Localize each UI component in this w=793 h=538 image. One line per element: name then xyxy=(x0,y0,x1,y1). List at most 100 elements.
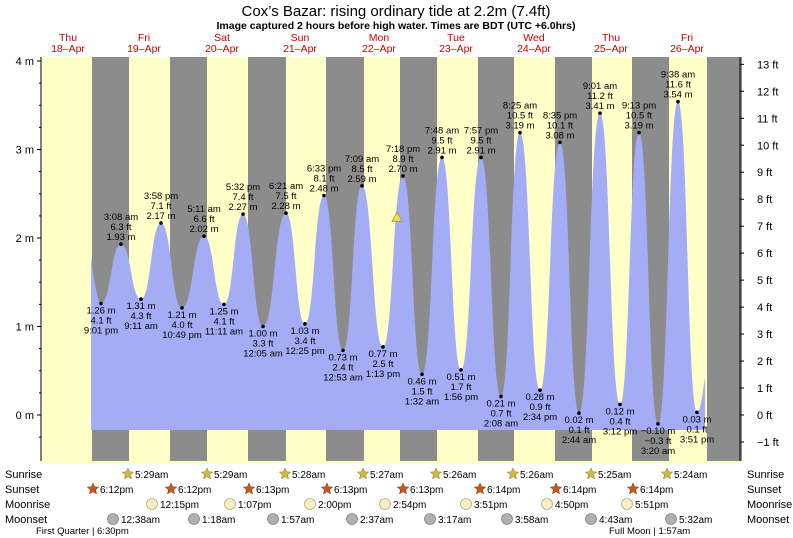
day-label-date: 23–Apr xyxy=(439,43,473,55)
sunrise-icon xyxy=(429,467,443,480)
tide-label-low: 0.46 m xyxy=(407,376,436,387)
tide-label-high: 2.91 m xyxy=(466,145,495,156)
moonrise-icon xyxy=(146,498,158,510)
tide-label-high: 2.27 m xyxy=(228,202,257,213)
moonset-time: 5:32am xyxy=(679,515,712,526)
moonrise-time: 12:15pm xyxy=(160,500,199,511)
tide-label-low: −0.10 m xyxy=(641,426,676,437)
sunrise-time: 5:26am xyxy=(443,470,476,481)
sunset-icon xyxy=(473,482,487,495)
moonrise-icon xyxy=(621,498,633,510)
moonset-time: 12:38am xyxy=(121,515,160,526)
tide-label-low: 4.3 ft xyxy=(130,311,151,322)
left-tick-label: 0 m xyxy=(16,410,34,422)
tide-label-low: 0.12 m xyxy=(605,406,634,417)
moonset-icon xyxy=(107,513,119,525)
day-label-dow: Tue xyxy=(447,32,465,44)
tide-point-high xyxy=(241,212,245,216)
tide-label-high: 11.2 ft xyxy=(587,91,613,102)
moonrise-time: 2:54pm xyxy=(393,500,426,511)
tide-point-low xyxy=(341,348,345,353)
tide-label-high: 2.59 m xyxy=(347,174,376,185)
tide-label-low: 1.7 ft xyxy=(450,382,471,393)
sunset-time: 6:14pm xyxy=(563,485,596,496)
day-label-date: 21–Apr xyxy=(283,43,317,55)
tide-label-low: 0.77 m xyxy=(368,349,397,360)
tide-point-high xyxy=(637,130,641,135)
tide-point-high xyxy=(322,193,326,198)
astro-row-label-right: Sunset xyxy=(747,484,781,496)
day-label-dow: Mon xyxy=(369,32,390,44)
astro-row-label-right: Sunrise xyxy=(747,469,784,481)
tide-label-high: 10.5 ft xyxy=(507,111,534,122)
day-labels: Thu18–AprFri19–AprSat20–AprSun21–AprMon2… xyxy=(51,32,704,55)
sunrise-time: 5:24am xyxy=(674,470,707,481)
tide-label-low: 0.73 m xyxy=(328,352,357,363)
tide-label-low: 10:49 pm xyxy=(162,330,202,341)
sunset-icon xyxy=(86,482,100,495)
tide-label-high: 5:32 pm xyxy=(226,182,260,193)
chart-subtitle: Image captured 2 hours before high water… xyxy=(217,20,576,32)
moon-phase-full-moon: Full Moon | 1:57am xyxy=(609,526,690,537)
tide-label-low: 9:11 am xyxy=(124,321,158,332)
tide-label-high: 3:08 am xyxy=(104,212,138,223)
right-tick-label: 13 ft xyxy=(757,59,778,71)
tide-label-high: 7:57 pm xyxy=(464,125,498,136)
left-tick-label: 3 m xyxy=(16,145,34,157)
day-label-date: 25–Apr xyxy=(594,43,628,55)
moonset-icon xyxy=(585,513,597,525)
tide-label-high: 3.19 m xyxy=(624,121,653,132)
tide-label-high: 6.6 ft xyxy=(193,214,214,225)
tide-point-low xyxy=(499,394,503,399)
sunset-time: 6:12pm xyxy=(178,485,211,496)
moonset-icon xyxy=(188,513,200,525)
tide-label-high: 7.1 ft xyxy=(150,201,171,212)
moonrise-time: 1:07pm xyxy=(238,500,271,511)
tide-point-low xyxy=(656,422,660,426)
tide-label-low: 1.03 m xyxy=(290,326,319,337)
moonset-time: 3:58am xyxy=(515,515,548,526)
day-label-dow: Sun xyxy=(291,32,310,44)
sunset-icon xyxy=(549,482,563,495)
moonrise-time: 4:50pm xyxy=(555,500,588,511)
sunrise-icon xyxy=(584,467,598,480)
tide-point-low xyxy=(261,324,265,329)
moonrise-icon xyxy=(224,498,236,510)
tide-point-high xyxy=(558,140,562,145)
tide-label-high: 1.93 m xyxy=(106,232,135,243)
tide-label-low: 0.9 ft xyxy=(529,402,550,413)
tide-label-low: 3:20 am xyxy=(641,446,675,457)
tide-label-high: 2.17 m xyxy=(146,211,175,222)
sunset-time: 6:13pm xyxy=(334,485,367,496)
moonset-icon xyxy=(267,513,279,525)
moonset-icon xyxy=(501,513,513,525)
sunset-time: 6:13pm xyxy=(410,485,443,496)
sunset-icon xyxy=(320,482,334,495)
moonset-time: 2:37am xyxy=(360,515,393,526)
tide-label-high: 6:21 am xyxy=(269,181,303,192)
tide-label-high: 9:13 pm xyxy=(622,101,656,112)
day-label-dow: Wed xyxy=(523,32,545,44)
tide-label-high: 9.5 ft xyxy=(431,135,452,146)
tide-label-high: 3.54 m xyxy=(663,90,692,101)
right-tick-label: 8 ft xyxy=(757,194,772,206)
sunrise-icon xyxy=(506,467,520,480)
tide-label-low: 3.4 ft xyxy=(294,336,315,347)
tide-label-high: 7.5 ft xyxy=(275,191,296,202)
sunrise-time: 5:25am xyxy=(598,470,631,481)
tide-label-low: 3.3 ft xyxy=(252,339,273,350)
right-tick-label: 12 ft xyxy=(757,86,778,98)
moonrise-icon xyxy=(379,498,391,510)
tide-label-low: −0.3 ft xyxy=(645,436,672,447)
day-label-date: 20–Apr xyxy=(205,43,239,55)
moonrise-icon xyxy=(541,498,553,510)
tide-label-low: 0.02 m xyxy=(564,415,593,426)
right-tick-label: 10 ft xyxy=(757,140,778,152)
right-tick-label: 1 ft xyxy=(757,383,772,395)
astro-row-label-left: Sunset xyxy=(5,484,39,496)
tide-label-low: 1.31 m xyxy=(126,301,155,312)
day-label-date: 24–Apr xyxy=(517,43,551,55)
astro-row-label-left: Moonset xyxy=(5,514,47,526)
sunset-icon xyxy=(242,482,256,495)
